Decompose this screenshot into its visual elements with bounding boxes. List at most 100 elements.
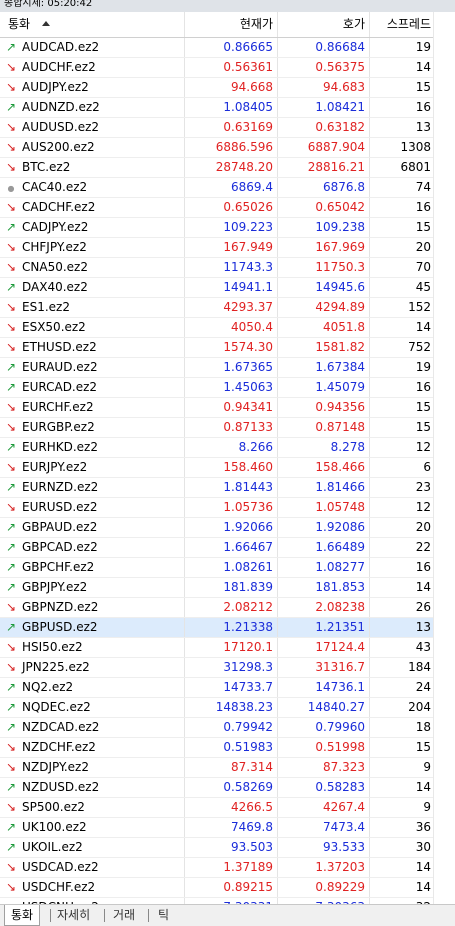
spread-cell: 13 xyxy=(415,620,431,634)
table-row[interactable]: ↘ JPN225.ez2 31298.3 31316.7 184 xyxy=(0,658,455,678)
table-row[interactable]: ↘ ESX50.ez2 4050.4 4051.8 14 xyxy=(0,318,455,338)
ask-price-cell: 94.683 xyxy=(278,78,370,97)
table-row[interactable]: ↘ CHFJPY.ez2 167.949 167.969 20 xyxy=(0,238,455,258)
table-row[interactable]: ↘ BTC.ez2 28748.20 28816.21 6801 xyxy=(0,158,455,178)
column-header-bid[interactable]: 현재가 xyxy=(185,12,278,37)
spread-cell: 6 xyxy=(423,460,431,474)
bid-price-cell: 1.05736 xyxy=(185,498,278,517)
ask-price-cell: 1.81466 xyxy=(278,478,370,497)
table-row[interactable]: ● CAC40.ez2 6869.4 6876.8 74 xyxy=(0,178,455,198)
symbol-cell: ↘ JPN225.ez2 xyxy=(0,658,185,677)
table-row[interactable]: ↘ NZDJPY.ez2 87.314 87.323 9 xyxy=(0,758,455,778)
table-row[interactable]: ↘ ES1.ez2 4293.37 4294.89 152 xyxy=(0,298,455,318)
table-row[interactable]: ↗ UKOIL.ez2 93.503 93.533 30 xyxy=(0,838,455,858)
bid-price-cell: 181.839 xyxy=(185,578,278,597)
bid-price-cell: 14838.23 xyxy=(185,698,278,717)
table-row[interactable]: ↘ AUDUSD.ez2 0.63169 0.63182 13 xyxy=(0,118,455,138)
up-arrow-icon: ↗ xyxy=(5,360,17,374)
down-arrow-icon: ↘ xyxy=(5,400,17,414)
up-arrow-icon: ↗ xyxy=(5,820,17,834)
bid-price-cell: 94.668 xyxy=(185,78,278,97)
down-arrow-icon: ↘ xyxy=(5,80,17,94)
table-row[interactable]: ↗ EURCAD.ez2 1.45063 1.45079 16 xyxy=(0,378,455,398)
sort-ascending-icon xyxy=(42,21,51,26)
table-row[interactable]: ↘ SP500.ez2 4266.5 4267.4 9 xyxy=(0,798,455,818)
table-row[interactable]: ↘ EURCHF.ez2 0.94341 0.94356 15 xyxy=(0,398,455,418)
tab-details[interactable]: 자세히 xyxy=(57,908,91,922)
table-row[interactable]: ↘ HSI50.ez2 17120.1 17124.4 43 xyxy=(0,638,455,658)
vertical-scrollbar[interactable] xyxy=(433,12,455,904)
down-arrow-icon: ↘ xyxy=(5,460,17,474)
down-arrow-icon: ↘ xyxy=(5,340,17,354)
bid-price-cell: 6869.4 xyxy=(185,178,278,197)
table-row[interactable]: ↗ NQ2.ez2 14733.7 14736.1 24 xyxy=(0,678,455,698)
table-row[interactable]: ↗ DAX40.ez2 14941.1 14945.6 45 xyxy=(0,278,455,298)
table-row[interactable]: ↘ ETHUSD.ez2 1574.30 1581.82 752 xyxy=(0,338,455,358)
table-row[interactable]: ↗ AUDNZD.ez2 1.08405 1.08421 16 xyxy=(0,98,455,118)
symbol-label: GBPJPY.ez2 xyxy=(22,580,88,594)
symbol-label: USDCNH.ez2 xyxy=(22,900,99,904)
down-arrow-icon: ↘ xyxy=(5,500,17,514)
table-row[interactable]: ↘ EURGBP.ez2 0.87133 0.87148 15 xyxy=(0,418,455,438)
table-row[interactable]: ↘ USDCHF.ez2 0.89215 0.89229 14 xyxy=(0,878,455,898)
column-header-spread[interactable]: 스프레드 xyxy=(386,17,431,31)
tab-trading[interactable]: 거래 xyxy=(113,908,136,922)
tab-symbols[interactable]: 통화 xyxy=(4,905,41,926)
column-header-symbol[interactable]: 통화 xyxy=(0,12,185,37)
ask-price-cell: 93.533 xyxy=(278,838,370,857)
bid-price-cell: 0.51983 xyxy=(185,738,278,757)
symbol-label: AUDCAD.ez2 xyxy=(22,40,100,54)
column-header-ask[interactable]: 호가 xyxy=(278,12,370,37)
table-row[interactable]: ↘ EURJPY.ez2 158.460 158.466 6 xyxy=(0,458,455,478)
table-row[interactable]: ↗ GBPCHF.ez2 1.08261 1.08277 16 xyxy=(0,558,455,578)
symbol-label: SP500.ez2 xyxy=(22,800,85,814)
ask-price-cell: 11750.3 xyxy=(278,258,370,277)
up-arrow-icon: ↗ xyxy=(5,680,17,694)
symbol-label: ES1.ez2 xyxy=(22,300,70,314)
table-row[interactable]: ↗ GBPCAD.ez2 1.66467 1.66489 22 xyxy=(0,538,455,558)
down-arrow-icon: ↘ xyxy=(5,300,17,314)
table-row[interactable]: ↘ USDCAD.ez2 1.37189 1.37203 14 xyxy=(0,858,455,878)
ask-price-cell: 1.45079 xyxy=(278,378,370,397)
table-row[interactable]: ↘ EURUSD.ez2 1.05736 1.05748 12 xyxy=(0,498,455,518)
table-row[interactable]: ↘ AUS200.ez2 6886.596 6887.904 1308 xyxy=(0,138,455,158)
table-row[interactable]: ↗ NQDEC.ez2 14838.23 14840.27 204 xyxy=(0,698,455,718)
symbol-cell: ↗ CADJPY.ez2 xyxy=(0,218,185,237)
table-row[interactable]: ↘ CNA50.ez2 11743.3 11750.3 70 xyxy=(0,258,455,278)
table-row[interactable]: ↗ GBPUSD.ez2 1.21338 1.21351 13 xyxy=(0,618,455,638)
bid-price-cell: 31298.3 xyxy=(185,658,278,677)
spread-cell: 16 xyxy=(415,380,431,394)
symbol-label: CNA50.ez2 xyxy=(22,260,88,274)
symbol-label: NQDEC.ez2 xyxy=(22,700,91,714)
spread-cell: 26 xyxy=(415,600,431,614)
table-row[interactable]: ↗ EURHKD.ez2 8.266 8.278 12 xyxy=(0,438,455,458)
table-row[interactable]: ↗ EURNZD.ez2 1.81443 1.81466 23 xyxy=(0,478,455,498)
table-row[interactable]: ↘ AUDJPY.ez2 94.668 94.683 15 xyxy=(0,78,455,98)
table-row[interactable]: ↘ AUDCHF.ez2 0.56361 0.56375 14 xyxy=(0,58,455,78)
table-row[interactable]: ↗ NZDUSD.ez2 0.58269 0.58283 14 xyxy=(0,778,455,798)
table-row[interactable]: ↗ EURAUD.ez2 1.67365 1.67384 19 xyxy=(0,358,455,378)
table-row[interactable]: ↗ AUDCAD.ez2 0.86665 0.86684 19 xyxy=(0,38,455,58)
symbol-cell: ↘ USDCHF.ez2 xyxy=(0,878,185,897)
tab-ticks[interactable]: 틱 xyxy=(158,908,170,922)
bid-price-cell: 0.65026 xyxy=(185,198,278,217)
table-row[interactable]: ↘ CADCHF.ez2 0.65026 0.65042 16 xyxy=(0,198,455,218)
ask-price-cell: 0.51998 xyxy=(278,738,370,757)
table-row[interactable]: ↗ NZDCAD.ez2 0.79942 0.79960 18 xyxy=(0,718,455,738)
table-row[interactable]: ↗ GBPAUD.ez2 1.92066 1.92086 20 xyxy=(0,518,455,538)
bid-price-cell: 1.21338 xyxy=(185,618,278,637)
bid-price-cell: 17120.1 xyxy=(185,638,278,657)
spread-cell: 16 xyxy=(415,560,431,574)
table-row[interactable]: ↘ NZDCHF.ez2 0.51983 0.51998 15 xyxy=(0,738,455,758)
symbol-cell: ↗ AUDCAD.ez2 xyxy=(0,38,185,57)
symbol-cell: ↘ ETHUSD.ez2 xyxy=(0,338,185,357)
table-row[interactable]: ↗ UK100.ez2 7469.8 7473.4 36 xyxy=(0,818,455,838)
spread-cell: 1308 xyxy=(400,140,431,154)
table-row[interactable]: ↘ GBPNZD.ez2 2.08212 2.08238 26 xyxy=(0,598,455,618)
spread-cell: 30 xyxy=(415,840,431,854)
table-row[interactable]: ↗ USDCNH.ez2 7.303317.3036332 xyxy=(0,898,455,904)
down-arrow-icon: ↘ xyxy=(5,660,17,674)
table-row[interactable]: ↗ GBPJPY.ez2 181.839 181.853 14 xyxy=(0,578,455,598)
ask-price-cell: 6876.8 xyxy=(278,178,370,197)
table-row[interactable]: ↗ CADJPY.ez2 109.223 109.238 15 xyxy=(0,218,455,238)
